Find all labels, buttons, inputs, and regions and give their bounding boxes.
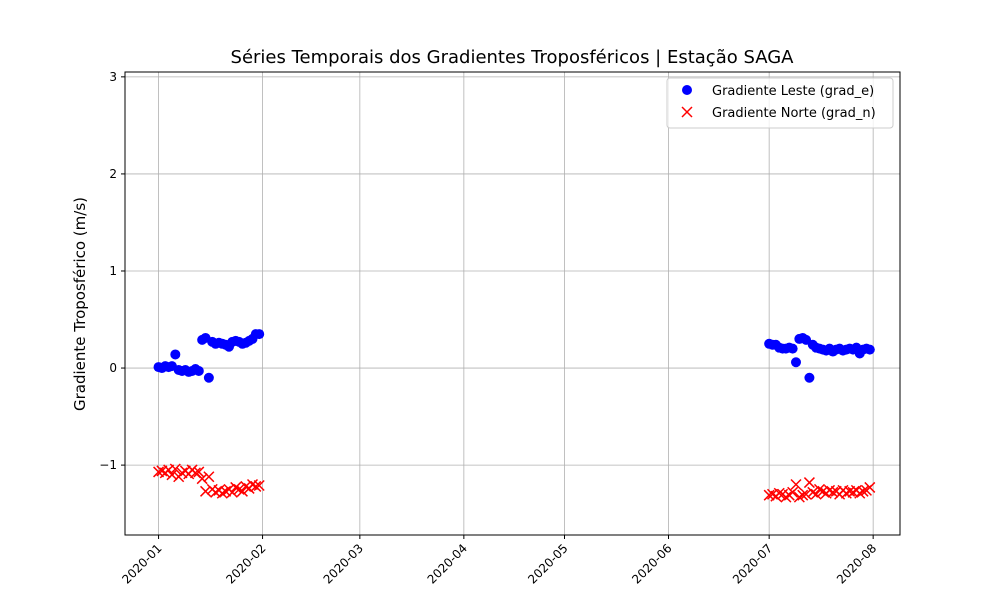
grad-n-point: [253, 479, 265, 492]
grad-n-point: [216, 487, 228, 499]
grad-n-point: [250, 480, 262, 492]
plot-frame: [124, 71, 901, 536]
grad-n-point: [800, 488, 812, 500]
grad-e-point: [203, 372, 214, 383]
grad-n-point: [797, 489, 809, 501]
y-tick-label: 0: [109, 361, 117, 375]
legend-marker-grad-n: [681, 106, 693, 118]
grad-n-point: [196, 473, 208, 485]
legend-marker-grad-e: [682, 85, 692, 95]
y-tick-label: 1: [109, 264, 117, 278]
y-axis-label: Gradiente Troposférico (m/s): [71, 197, 89, 411]
grad-n-point: [240, 480, 252, 492]
grad-n-point: [790, 478, 802, 491]
y-tick-label: −1: [99, 458, 117, 472]
grad-e-point: [254, 329, 265, 340]
legend-label-grad-e: Gradiente Leste (grad_e): [712, 84, 874, 99]
grad-n-point: [230, 481, 242, 493]
grad-n-point: [199, 485, 212, 497]
grad-n-point: [166, 469, 178, 481]
grad-n-point: [864, 481, 876, 493]
grad-n-point: [787, 486, 799, 498]
grad-n-point: [810, 488, 822, 500]
grad-n-point: [193, 466, 205, 478]
grad-n-point: [857, 485, 869, 497]
grad-n-point: [827, 486, 839, 498]
grad-n-point: [807, 486, 819, 498]
grad-e-point: [787, 343, 798, 354]
grad-e-point: [193, 365, 204, 376]
y-tick-label: 2: [109, 167, 117, 181]
grad-n-point: [169, 463, 181, 475]
grad-n-point: [813, 483, 826, 495]
grad-n-point: [803, 477, 815, 489]
grad-n-point: [226, 486, 238, 498]
grad-n-point: [773, 487, 785, 499]
legend-box: [666, 77, 894, 129]
grad-n-point: [233, 483, 245, 495]
chart-title: Séries Temporais dos Gradientes Troposfé…: [231, 47, 795, 68]
grad-n-point: [236, 485, 248, 497]
legend-label-grad-n: Gradiente Norte (grad_n): [712, 106, 876, 121]
y-tick-label: 3: [109, 70, 117, 84]
grad-n-point: [203, 471, 215, 483]
legend: Gradiente Leste (grad_e) Gradiente Norte…: [666, 77, 894, 129]
grad-e-point: [790, 357, 801, 368]
grad-e-point: [804, 372, 815, 383]
grad-n-point: [780, 491, 792, 503]
grad-e-point: [864, 344, 875, 355]
grad-e-point: [170, 349, 181, 360]
data-points: [153, 329, 876, 503]
grad-n-point: [793, 491, 805, 503]
grad-n-point: [854, 487, 866, 499]
grid-lines: [125, 72, 900, 535]
